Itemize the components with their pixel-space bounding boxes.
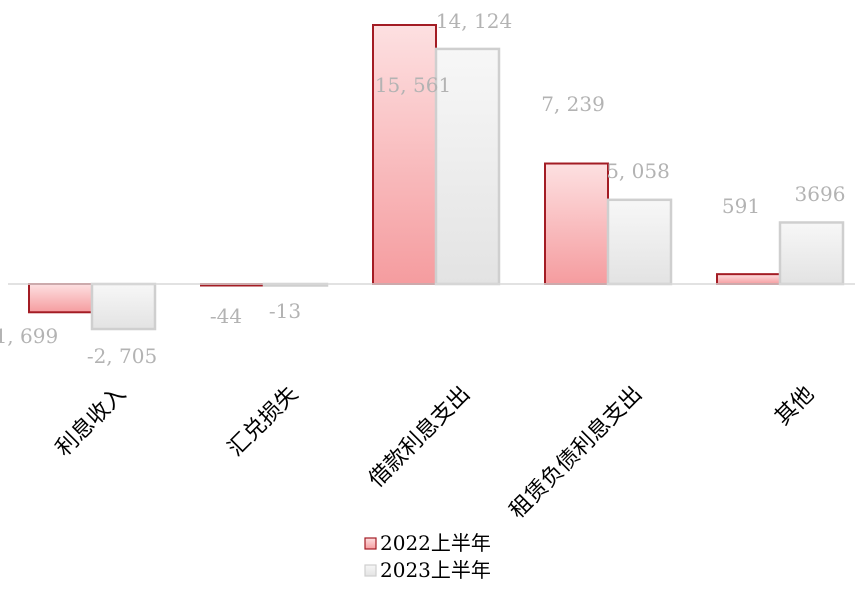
legend-swatch-2022 bbox=[364, 537, 377, 550]
legend-label-2023: 2023上半年 bbox=[380, 558, 491, 582]
bars-layer bbox=[28, 24, 845, 331]
category-label-3: 租赁负债利息支出 bbox=[505, 382, 647, 524]
value-label-2022-3: 7, 239 bbox=[541, 92, 605, 116]
bar-2022-2 bbox=[372, 24, 437, 285]
value-label-2022-1: -44 bbox=[210, 304, 242, 328]
legend-swatch-2023 bbox=[364, 564, 377, 577]
bar-2023-3 bbox=[606, 198, 673, 286]
value-label-2022-2: 15, 561 bbox=[375, 73, 451, 97]
category-label-0: 利息收入 bbox=[51, 382, 131, 462]
value-label-2023-4: 3696 bbox=[795, 182, 846, 206]
category-label-4: 其他 bbox=[770, 382, 819, 431]
bar-2023-4 bbox=[778, 221, 845, 286]
value-labels-layer: -1, 699 -2, 705 -44 -13 15, 561 14, 124 7, 239… bbox=[0, 9, 845, 368]
bar-2022-3 bbox=[544, 162, 609, 285]
category-label-1: 汇兑损失 bbox=[223, 382, 303, 462]
value-label-2023-3: 5, 058 bbox=[606, 159, 670, 183]
value-label-2023-0: -2, 705 bbox=[87, 344, 157, 368]
value-label-2022-4: 591 bbox=[722, 194, 760, 218]
bar-2022-0 bbox=[28, 283, 93, 314]
bar-2022-4 bbox=[716, 273, 781, 286]
value-label-2022-0: -1, 699 bbox=[0, 324, 58, 348]
legend-label-2022: 2022上半年 bbox=[380, 531, 491, 555]
bar-2023-2 bbox=[434, 47, 501, 286]
bar-2023-0 bbox=[90, 282, 157, 331]
value-label-2023-2: 14, 124 bbox=[436, 9, 512, 33]
category-label-2: 借款利息支出 bbox=[364, 382, 475, 493]
legend: 2022上半年 2023上半年 bbox=[364, 531, 491, 582]
category-labels-layer: 利息收入 汇兑损失 借款利息支出 租赁负债利息支出 其他 bbox=[51, 382, 819, 524]
value-label-2023-1: -13 bbox=[269, 299, 301, 323]
